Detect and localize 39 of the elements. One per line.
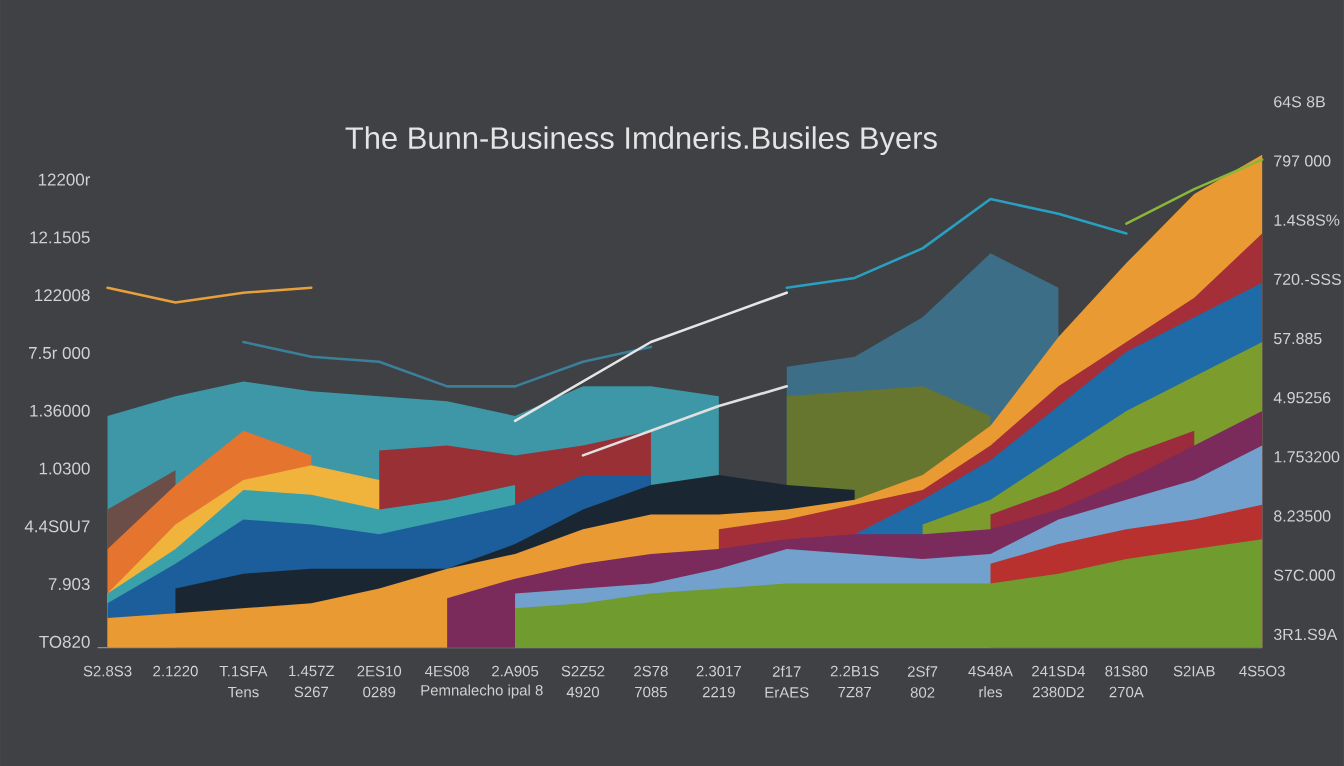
x-tick-label: 2.2B1S 7Z87 <box>830 665 879 698</box>
x-tick-label: 2f17 ErAES <box>765 665 809 698</box>
text: 7.5r 000 <box>29 346 90 359</box>
text: 720.-SSS <box>1274 273 1341 285</box>
text: 4.4S0U7 <box>24 520 90 533</box>
x-tick-label: 2ES10 0289 <box>357 665 402 698</box>
x-tick-label: 2Sf7 802 <box>907 665 938 698</box>
x-tick-label: S2IAB <box>1173 665 1215 677</box>
chart-title: The Bunn-Business Imdneris.Busiles Byers <box>345 126 937 155</box>
x-tick-label: T.1SFA Tens <box>219 665 268 698</box>
text: 122008 <box>35 288 90 301</box>
text: S7C.000 <box>1274 569 1335 581</box>
text: 57.885 <box>1273 332 1322 344</box>
text: 4.95256 <box>1273 391 1331 404</box>
x-tick-label: 4S48A rles <box>968 665 1013 698</box>
text: 3R1.S9A <box>1273 628 1338 640</box>
text: TO820 <box>39 635 90 648</box>
text: 797 000 <box>1274 155 1331 167</box>
x-tick-label: 2.3017 2219 <box>696 665 741 698</box>
text: 12.1505 <box>30 231 90 244</box>
text: 1.753200 <box>1274 450 1340 463</box>
text: 64S 8B <box>1274 95 1325 108</box>
text: 7.903 <box>48 577 90 590</box>
x-tick-label: 2.1220 <box>153 665 198 677</box>
text: 8.23500 <box>1274 510 1331 522</box>
x-tick-label: 2S78 7085 <box>634 665 668 698</box>
text: 1.36000 <box>30 404 90 417</box>
text: 12200r <box>38 173 91 186</box>
text: 1.4S8S% <box>1274 214 1340 226</box>
text: Pemnalecho ipal 8 <box>421 684 543 699</box>
x-tick-label: 81S80 270A <box>1105 665 1148 698</box>
text: 1.0300 <box>39 462 90 475</box>
x-tick-label: 2.A905 <box>492 665 539 677</box>
x-tick-label: S2Z52 4920 <box>561 665 605 698</box>
x-tick-label: 4S5O3 <box>1239 665 1285 677</box>
x-tick-label: S2.8S3 <box>83 665 132 677</box>
x-tick-label: 4ES08 <box>425 665 469 677</box>
x-tick-label: 1.457Z S267 <box>289 665 335 698</box>
x-tick-label: 241SD4 2380D2 <box>1032 665 1086 698</box>
